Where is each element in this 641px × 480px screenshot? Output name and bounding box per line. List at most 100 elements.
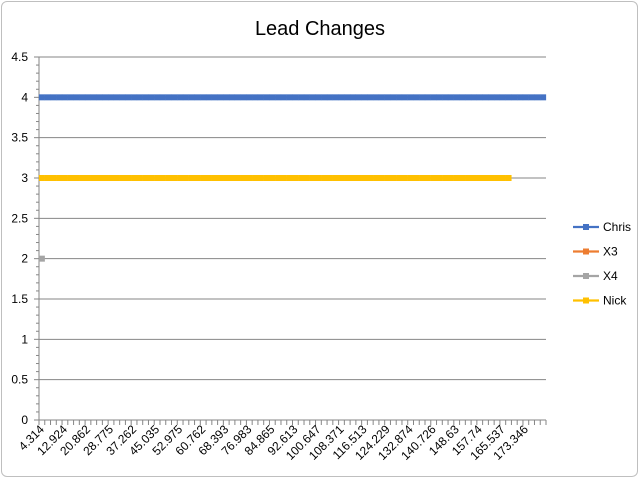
legend-label: X4: [603, 269, 618, 283]
data-point-marker: [344, 175, 351, 181]
legend-label: Chris: [603, 220, 631, 234]
data-point-marker: [165, 94, 172, 101]
data-point-marker: [240, 94, 247, 101]
data-point-marker: [142, 175, 149, 181]
data-point-marker: [257, 94, 264, 101]
data-point-marker: [280, 175, 287, 181]
data-point-marker: [505, 175, 512, 181]
data-point-marker: [257, 175, 264, 181]
data-point-marker: [136, 94, 143, 101]
data-point-marker: [131, 175, 138, 181]
data-point-marker: [223, 94, 230, 101]
data-point-marker: [494, 175, 501, 181]
data-point-marker: [73, 94, 80, 101]
data-point-marker: [436, 175, 443, 181]
data-point-marker: [205, 175, 212, 181]
data-point-marker: [217, 175, 224, 181]
chart-title: Lead Changes: [255, 18, 385, 40]
data-point-marker: [367, 175, 374, 181]
data-point-marker: [436, 94, 443, 101]
data-point-marker: [194, 94, 201, 101]
data-point-marker: [361, 94, 368, 101]
data-point-marker: [430, 175, 437, 181]
y-tick-label: 3.5: [11, 131, 28, 145]
data-point-marker: [56, 94, 63, 101]
data-point-marker: [79, 94, 86, 101]
legend-item-chris: Chris: [573, 220, 631, 234]
data-point-marker: [309, 94, 316, 101]
data-point-marker: [499, 94, 506, 101]
data-point-marker: [332, 94, 339, 101]
data-point-marker: [67, 175, 74, 181]
data-point-marker: [79, 175, 86, 181]
data-point-marker: [205, 94, 212, 101]
data-point-marker: [188, 94, 195, 101]
data-point-marker: [488, 175, 495, 181]
data-point-marker: [165, 175, 172, 181]
data-point-marker: [269, 94, 276, 101]
y-axis-tick-labels: 0 0.5 1 1.5 2 2.5 3 3.5 4 4.5: [11, 50, 28, 427]
gridlines: [39, 56, 546, 381]
data-point-marker: [309, 175, 316, 181]
data-point-marker: [182, 175, 189, 181]
data-point-marker: [303, 94, 310, 101]
y-tick-label: 3: [21, 171, 28, 185]
data-point-marker: [240, 175, 247, 181]
data-point-marker: [407, 175, 414, 181]
data-point-marker: [528, 94, 535, 101]
data-point-marker: [298, 175, 305, 181]
data-point-marker: [459, 175, 466, 181]
data-point-marker: [142, 94, 149, 101]
y-tick-label: 1.5: [11, 292, 28, 306]
legend-item-x4: X4: [573, 269, 618, 283]
series-x4: [38, 255, 45, 262]
legend: Chris X3 X4 Nick: [573, 220, 631, 308]
data-point-marker: [38, 94, 45, 101]
data-point-marker: [246, 175, 253, 181]
y-tick-label: 4.5: [11, 50, 28, 64]
data-point-marker: [182, 94, 189, 101]
y-tick-label: 2.5: [11, 211, 28, 225]
data-point-marker: [373, 94, 380, 101]
data-point-marker: [321, 94, 328, 101]
data-point-marker: [275, 175, 282, 181]
data-point-marker: [102, 94, 109, 101]
data-point-marker: [413, 94, 420, 101]
data-point-marker: [338, 175, 345, 181]
data-point-marker: [517, 94, 524, 101]
legend-item-x3: X3: [573, 245, 618, 259]
data-point-marker: [200, 94, 207, 101]
data-point-marker: [252, 175, 259, 181]
data-point-marker: [424, 175, 431, 181]
data-point-marker: [373, 175, 380, 181]
data-point-marker: [108, 175, 115, 181]
data-point-marker: [148, 175, 155, 181]
data-point-marker: [188, 175, 195, 181]
data-point-marker: [292, 175, 299, 181]
data-point-marker: [269, 175, 276, 181]
y-tick-label: 2: [21, 252, 28, 266]
data-point-marker: [38, 255, 45, 262]
data-point-marker: [286, 94, 293, 101]
series-chris: [38, 94, 547, 101]
data-point-marker: [84, 94, 91, 101]
data-point-marker: [67, 94, 74, 101]
data-point-marker: [522, 94, 529, 101]
data-point-marker: [540, 94, 547, 101]
data-point-marker: [131, 94, 138, 101]
data-point-marker: [263, 94, 270, 101]
legend-marker: [583, 297, 589, 304]
data-point-marker: [223, 175, 230, 181]
legend-label: X3: [603, 245, 618, 259]
data-point-marker: [505, 94, 512, 101]
data-point-marker: [119, 175, 126, 181]
y-tick-label: 4: [21, 90, 28, 104]
data-point-marker: [125, 94, 132, 101]
data-point-marker: [108, 94, 115, 101]
data-point-marker: [430, 94, 437, 101]
legend-item-nick: Nick: [573, 294, 627, 308]
data-point-marker: [50, 94, 57, 101]
data-point-marker: [148, 94, 155, 101]
